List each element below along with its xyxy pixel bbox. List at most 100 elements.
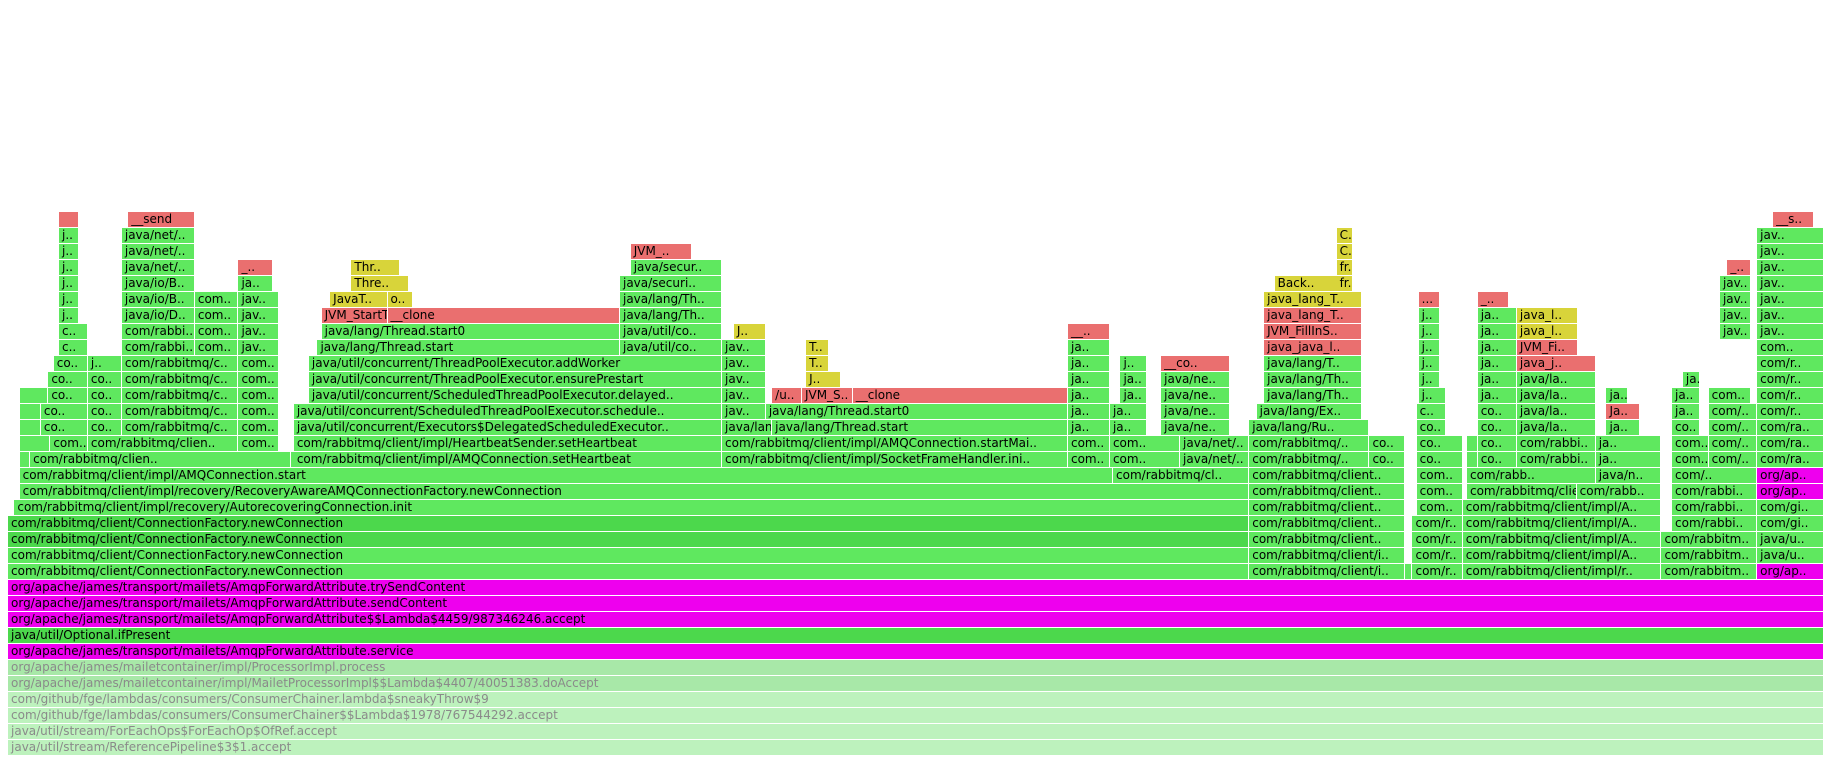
- flame-frame[interactable]: JVM_FillInS..: [1264, 324, 1362, 339]
- flame-frame[interactable]: co..: [1369, 436, 1406, 451]
- flame-frame[interactable]: j..: [59, 292, 80, 307]
- flame-frame[interactable]: com..: [1067, 452, 1110, 467]
- flame-frame[interactable]: com/rabbitmq/client/impl/A..: [1462, 516, 1662, 531]
- flame-frame[interactable]: com/rabbitmq/client..: [1249, 484, 1406, 499]
- flame-frame[interactable]: org/ap..: [1757, 564, 1824, 579]
- flame-frame[interactable]: co..: [1416, 436, 1463, 451]
- flame-frame[interactable]: ...: [1418, 292, 1440, 307]
- flame-frame[interactable]: java/util/stream/ForEachOps$ForEachOp$Of…: [8, 724, 1824, 739]
- flame-frame[interactable]: c..: [59, 324, 88, 339]
- flame-frame[interactable]: j..: [59, 244, 80, 259]
- flame-frame[interactable]: co..: [53, 356, 88, 371]
- flame-frame[interactable]: jav..: [238, 308, 279, 323]
- flame-frame[interactable]: com..: [1416, 500, 1463, 515]
- flame-frame[interactable]: java/lang/Th..: [1264, 372, 1362, 387]
- flame-frame[interactable]: jav..: [1757, 260, 1824, 275]
- flame-frame[interactable]: _..: [238, 260, 273, 275]
- flame-frame[interactable]: j..: [1418, 372, 1440, 387]
- flame-frame[interactable]: com/rabbitmq/client/impl/HeartbeatSender…: [293, 436, 723, 451]
- flame-frame[interactable]: java/util/concurrent/Executors$Delegated…: [293, 420, 723, 435]
- flame-frame[interactable]: j..: [59, 260, 80, 275]
- flame-frame[interactable]: com/rabbitmq/client/impl/recovery/Recove…: [19, 484, 1250, 499]
- flame-frame[interactable]: com/github/fge/lambdas/consumers/Consume…: [8, 692, 1824, 707]
- flame-frame[interactable]: co..: [40, 420, 88, 435]
- flame-frame[interactable]: j..: [87, 356, 122, 371]
- flame-frame[interactable]: com/rabbi..: [121, 340, 195, 355]
- flame-frame[interactable]: ja..: [1067, 404, 1110, 419]
- flame-frame[interactable]: java/util/concurrent/ScheduledThreadPool…: [308, 388, 723, 403]
- flame-frame[interactable]: jav..: [722, 356, 766, 371]
- flame-frame[interactable]: Thr..: [351, 260, 401, 275]
- flame-frame[interactable]: org/apache/james/mailetcontainer/impl/Ma…: [8, 676, 1824, 691]
- flame-frame[interactable]: jav..: [238, 324, 279, 339]
- flame-frame[interactable]: java/secur..: [630, 260, 723, 275]
- flame-frame[interactable]: com/rabbi..: [121, 324, 195, 339]
- flame-frame[interactable]: com/r..: [1412, 564, 1463, 579]
- flame-frame[interactable]: __clone: [387, 308, 620, 323]
- flame-frame[interactable]: java/lang/Th..: [619, 308, 723, 323]
- flame-frame[interactable]: co..: [48, 388, 88, 403]
- flame-frame[interactable]: com/rabbitmq/client/ConnectionFactory.ne…: [8, 516, 1250, 531]
- flame-frame[interactable]: java/ne..: [1161, 404, 1230, 419]
- flame-frame[interactable]: __s..: [1773, 212, 1815, 227]
- flame-frame[interactable]: co..: [1477, 436, 1517, 451]
- flame-frame[interactable]: ja..: [1067, 372, 1110, 387]
- flame-frame[interactable]: jav..: [722, 404, 766, 419]
- flame-frame[interactable]: J..: [806, 372, 841, 387]
- flame-frame[interactable]: com/rabbitmq/clien..: [87, 436, 239, 451]
- flame-frame[interactable]: java/lang/Ex..: [1256, 404, 1362, 419]
- flame-frame[interactable]: com/r..: [1412, 532, 1463, 547]
- flame-frame[interactable]: ja..: [1067, 420, 1110, 435]
- flame-frame[interactable]: com/rabbitmq/client/impl/AMQConnection.s…: [19, 468, 1114, 483]
- flame-frame[interactable]: j..: [1418, 340, 1440, 355]
- flame-frame[interactable]: j..: [59, 276, 80, 291]
- flame-frame[interactable]: JVM_..: [630, 244, 693, 259]
- flame-frame[interactable]: org/ap..: [1757, 484, 1824, 499]
- flame-frame[interactable]: jav..: [1757, 228, 1824, 243]
- flame-frame[interactable]: com/gi..: [1757, 516, 1824, 531]
- flame-frame[interactable]: com/rabbitmq/client/ConnectionFactory.ne…: [8, 548, 1250, 563]
- flame-frame[interactable]: org/apache/james/transport/mailets/AmqpF…: [8, 580, 1824, 595]
- flame-frame[interactable]: ja..: [1477, 308, 1517, 323]
- flame-frame[interactable]: fr..: [1336, 276, 1354, 291]
- flame-frame[interactable]: java/util/concurrent/ThreadPoolExecutor.…: [308, 356, 723, 371]
- flame-frame[interactable]: com..: [50, 436, 88, 451]
- flame-frame[interactable]: [19, 452, 31, 467]
- flame-frame[interactable]: [19, 388, 49, 403]
- flame-frame[interactable]: com..: [194, 340, 239, 355]
- flame-frame[interactable]: jav..: [1757, 308, 1824, 323]
- flame-frame[interactable]: com/rabbitmq/c..: [121, 404, 239, 419]
- flame-frame[interactable]: com/rabbitmq/..: [1249, 452, 1370, 467]
- flame-frame[interactable]: java/lang/Th..: [1264, 388, 1362, 403]
- flame-frame[interactable]: com/rabbitmq/client/impl/AMQConnection.s…: [293, 452, 723, 467]
- flame-frame[interactable]: java/net/..: [1180, 452, 1250, 467]
- flame-frame[interactable]: com/rabbitm..: [1661, 564, 1758, 579]
- flame-frame[interactable]: c..: [59, 340, 88, 355]
- flame-frame[interactable]: Thre..: [351, 276, 409, 291]
- flame-frame[interactable]: com/rabbitmq/client..: [1249, 468, 1406, 483]
- flame-frame[interactable]: com/rabbitmq/client/impl/r..: [1462, 564, 1662, 579]
- flame-frame[interactable]: /u..: [772, 388, 802, 403]
- flame-frame[interactable]: Ja..: [1606, 404, 1641, 419]
- flame-frame[interactable]: com/r..: [1757, 388, 1824, 403]
- flame-frame[interactable]: java/lang/Thread.start: [772, 420, 1068, 435]
- flame-frame[interactable]: com/rabbi..: [1672, 484, 1758, 499]
- flame-frame[interactable]: __clone: [852, 388, 1068, 403]
- flame-frame[interactable]: com..: [1672, 436, 1709, 451]
- flame-frame[interactable]: java/u..: [1757, 548, 1824, 563]
- flame-frame[interactable]: com/..: [1708, 452, 1758, 467]
- flame-frame[interactable]: java/util/stream/ReferencePipeline$3$1.a…: [8, 740, 1824, 755]
- flame-frame[interactable]: ja..: [1606, 388, 1628, 403]
- flame-frame[interactable]: jav..: [1719, 276, 1752, 291]
- flame-frame[interactable]: JVM_StartThr..: [321, 308, 388, 323]
- flame-frame[interactable]: com/r..: [1757, 356, 1824, 371]
- flame-frame[interactable]: ja..: [1595, 452, 1662, 467]
- flame-frame[interactable]: ja..: [1682, 372, 1701, 387]
- flame-frame[interactable]: com/rabbitmq/c..: [121, 388, 239, 403]
- flame-frame[interactable]: ja..: [1477, 372, 1517, 387]
- flame-frame[interactable]: JVM_S..: [801, 388, 853, 403]
- flame-frame[interactable]: com/rabbitmq/client..: [1249, 532, 1406, 547]
- flame-frame[interactable]: j..: [1120, 356, 1148, 371]
- flame-frame[interactable]: c..: [1416, 404, 1447, 419]
- flame-frame[interactable]: co..: [1416, 420, 1447, 435]
